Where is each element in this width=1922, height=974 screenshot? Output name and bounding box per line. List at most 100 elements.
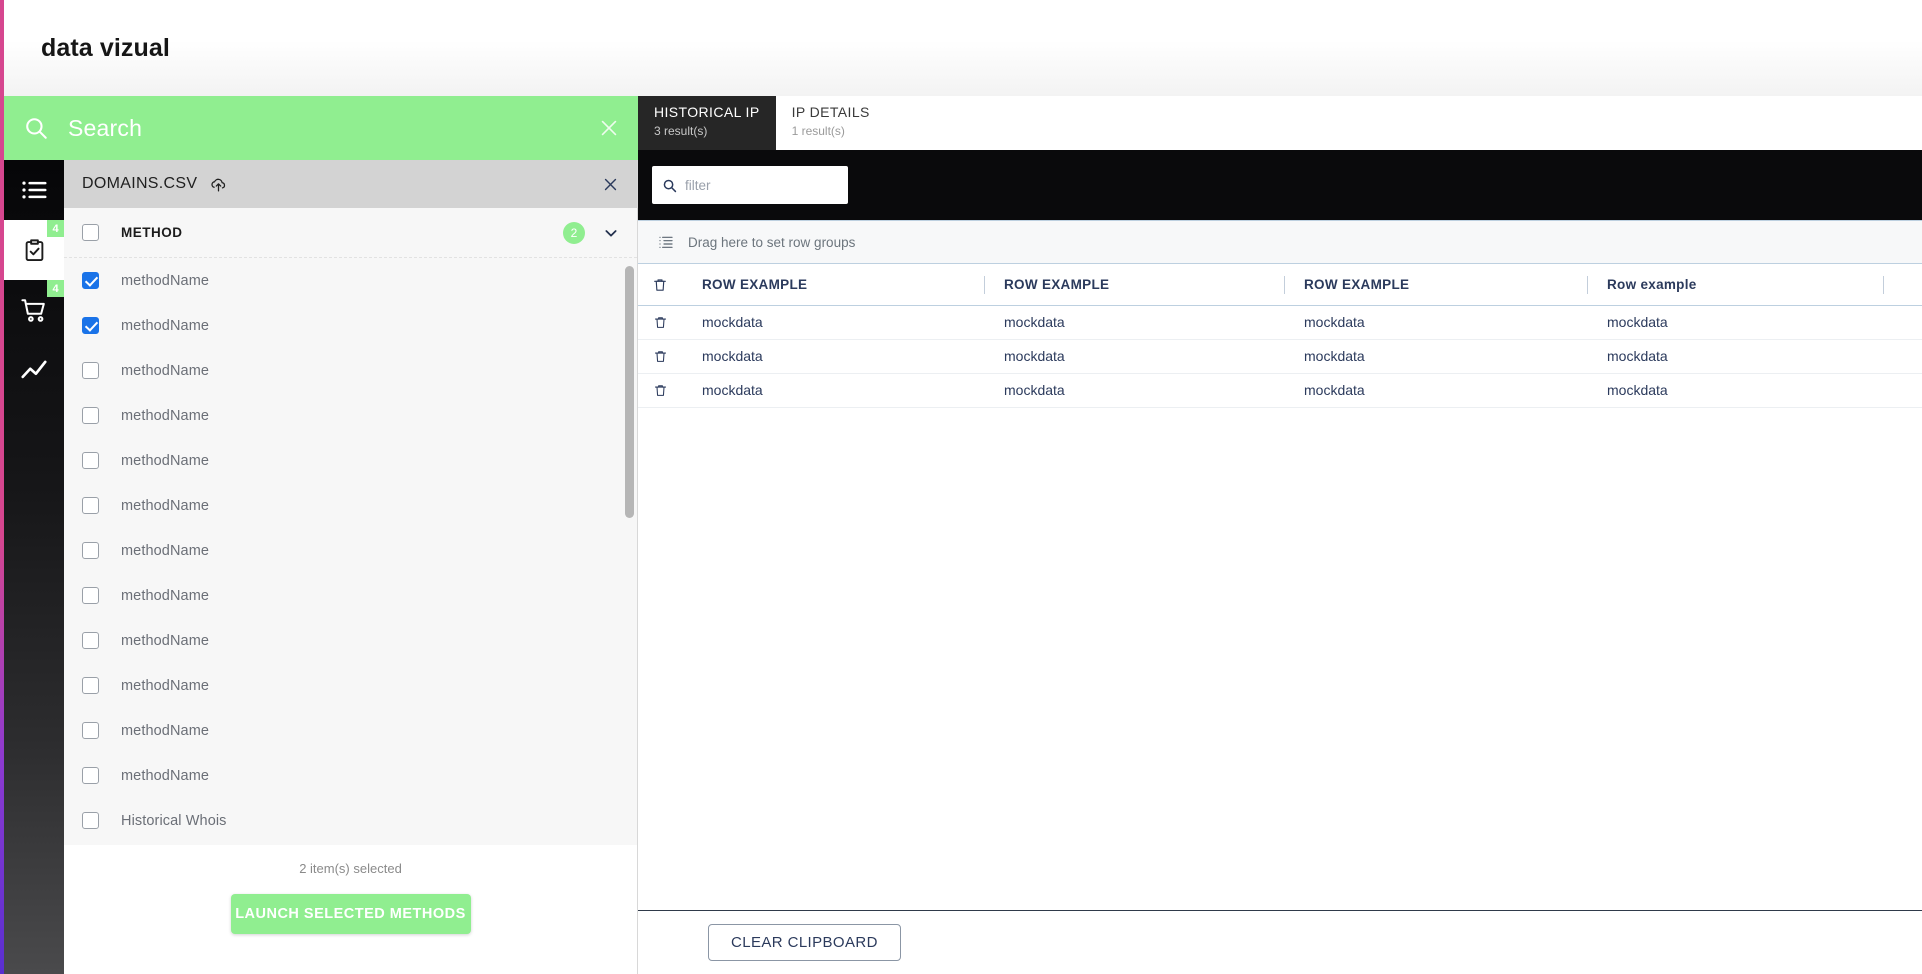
chevron-down-icon[interactable] xyxy=(603,225,619,241)
method-list-item[interactable]: methodName xyxy=(64,393,637,438)
column-header-label: Row example xyxy=(1607,276,1697,292)
trash-icon[interactable] xyxy=(638,349,682,364)
table-cell[interactable]: mockdata xyxy=(1284,314,1587,332)
method-list-item[interactable]: methodName xyxy=(64,573,637,618)
grid-column-header[interactable]: ROW EXAMPLE xyxy=(984,275,1284,294)
tab-ip-details[interactable]: IP DETAILS 1 result(s) xyxy=(776,96,886,150)
method-checkbox[interactable] xyxy=(82,317,99,334)
method-list[interactable]: methodName methodName methodName methodName… xyxy=(64,258,637,845)
method-group-header[interactable]: METHOD 2 xyxy=(64,208,637,258)
methods-panel: DOMAINS.CSV METHOD 2 xyxy=(64,160,638,974)
table-cell[interactable]: mockdata xyxy=(1284,348,1587,366)
grid-column-header[interactable]: ROW EXAMPLE xyxy=(1284,275,1587,294)
sidebar-item-list[interactable] xyxy=(4,160,64,220)
method-checkbox[interactable] xyxy=(82,497,99,514)
method-list-item[interactable]: methodName xyxy=(64,483,637,528)
row-group-hint: Drag here to set row groups xyxy=(688,234,856,250)
results-footer: CLEAR CLIPBOARD xyxy=(638,910,1922,974)
sidebar-item-clipboard[interactable]: 4 xyxy=(4,220,64,280)
cell-value: mockdata xyxy=(702,347,763,364)
method-checkbox[interactable] xyxy=(82,587,99,604)
table-cell[interactable]: mockdata xyxy=(1587,348,1883,366)
column-header-label: ROW EXAMPLE xyxy=(702,276,808,292)
method-list-item[interactable]: methodName xyxy=(64,663,637,708)
table-cell[interactable]: mockdata xyxy=(984,348,1284,366)
search-input[interactable]: Search xyxy=(68,114,143,141)
column-divider[interactable] xyxy=(1284,275,1285,294)
method-list-item[interactable]: methodName xyxy=(64,348,637,393)
filter-input[interactable]: filter xyxy=(685,177,711,193)
accent-rail xyxy=(0,0,4,974)
group-select-all-checkbox[interactable] xyxy=(82,224,99,241)
trash-icon[interactable] xyxy=(638,315,682,330)
column-divider[interactable] xyxy=(984,275,985,294)
method-checkbox[interactable] xyxy=(82,677,99,694)
method-list-item[interactable]: methodName xyxy=(64,618,637,663)
launch-selected-methods-button[interactable]: LAUNCH SELECTED METHODS xyxy=(230,894,471,934)
method-label: methodName xyxy=(121,452,210,469)
method-label: methodName xyxy=(121,767,210,784)
cell-value: mockdata xyxy=(702,381,763,398)
filter-input-wrapper[interactable]: filter xyxy=(652,166,848,204)
table-row[interactable]: mockdata mockdata mockdata mockdata xyxy=(638,374,1922,408)
cell-value: mockdata xyxy=(1304,313,1365,330)
cell-value: mockdata xyxy=(1304,347,1365,364)
clear-clipboard-button[interactable]: CLEAR CLIPBOARD xyxy=(708,924,901,961)
tab-historical-ip[interactable]: HISTORICAL IP 3 result(s) xyxy=(638,96,776,150)
table-cell[interactable]: mockdata xyxy=(1284,382,1587,400)
method-list-item[interactable]: Historical Whois xyxy=(64,798,637,843)
method-checkbox[interactable] xyxy=(82,542,99,559)
method-checkbox[interactable] xyxy=(82,452,99,469)
close-methods-panel-icon[interactable] xyxy=(602,176,619,193)
method-checkbox[interactable] xyxy=(82,272,99,289)
search-clear-icon[interactable] xyxy=(580,117,638,139)
table-cell[interactable]: mockdata xyxy=(1587,382,1883,400)
table-cell[interactable]: mockdata xyxy=(682,314,984,332)
table-cell[interactable]: mockdata xyxy=(682,348,984,366)
table-cell[interactable]: mockdata xyxy=(984,314,1284,332)
method-list-item[interactable]: methodName xyxy=(64,303,637,348)
method-list-item[interactable]: methodName xyxy=(64,438,637,483)
trash-icon[interactable] xyxy=(638,383,682,398)
cell-value: mockdata xyxy=(1304,381,1365,398)
cloud-upload-icon[interactable] xyxy=(209,175,228,194)
scrollbar-thumb[interactable] xyxy=(625,266,634,518)
table-cell[interactable]: mockdata xyxy=(1587,314,1883,332)
method-list-item[interactable]: methodName xyxy=(64,258,637,303)
method-checkbox[interactable] xyxy=(82,407,99,424)
method-list-item[interactable]: methodName xyxy=(64,753,637,798)
method-checkbox[interactable] xyxy=(82,812,99,829)
tab-label: IP DETAILS xyxy=(791,104,870,120)
search-icon xyxy=(4,115,68,141)
method-label: methodName xyxy=(121,587,210,604)
sidebar-item-cart[interactable]: 4 xyxy=(4,280,64,340)
cell-value: mockdata xyxy=(1607,381,1668,398)
method-list-scrollbar[interactable] xyxy=(625,266,634,836)
row-group-icon xyxy=(658,234,674,250)
global-search-bar[interactable]: Search xyxy=(4,96,638,160)
row-group-dropzone[interactable]: Drag here to set row groups xyxy=(638,220,1922,264)
method-label: methodName xyxy=(121,542,210,559)
table-cell[interactable]: mockdata xyxy=(984,382,1284,400)
trash-icon[interactable] xyxy=(638,277,682,293)
grid-column-header[interactable]: ROW EXAMPLE xyxy=(682,276,984,294)
sidebar-item-analytics[interactable] xyxy=(4,340,64,400)
column-divider[interactable] xyxy=(1883,275,1884,294)
method-list-item[interactable]: methodName xyxy=(64,528,637,573)
clipboard-badge: 4 xyxy=(47,220,64,237)
method-list-item[interactable]: methodName xyxy=(64,708,637,753)
methods-panel-header: DOMAINS.CSV xyxy=(64,160,637,208)
table-row[interactable]: mockdata mockdata mockdata mockdata xyxy=(638,340,1922,374)
method-checkbox[interactable] xyxy=(82,767,99,784)
grid-column-header[interactable]: Row example xyxy=(1587,275,1883,294)
method-checkbox[interactable] xyxy=(82,632,99,649)
method-checkbox[interactable] xyxy=(82,722,99,739)
column-divider[interactable] xyxy=(1587,275,1588,294)
group-count-badge: 2 xyxy=(563,221,585,244)
method-label: methodName xyxy=(121,677,210,694)
data-grid: ROW EXAMPLE ROW EXAMPLE ROW EXAMPLE Row exa… xyxy=(638,264,1922,760)
method-checkbox[interactable] xyxy=(82,362,99,379)
table-cell[interactable]: mockdata xyxy=(682,382,984,400)
table-row[interactable]: mockdata mockdata mockdata mockdata xyxy=(638,306,1922,340)
